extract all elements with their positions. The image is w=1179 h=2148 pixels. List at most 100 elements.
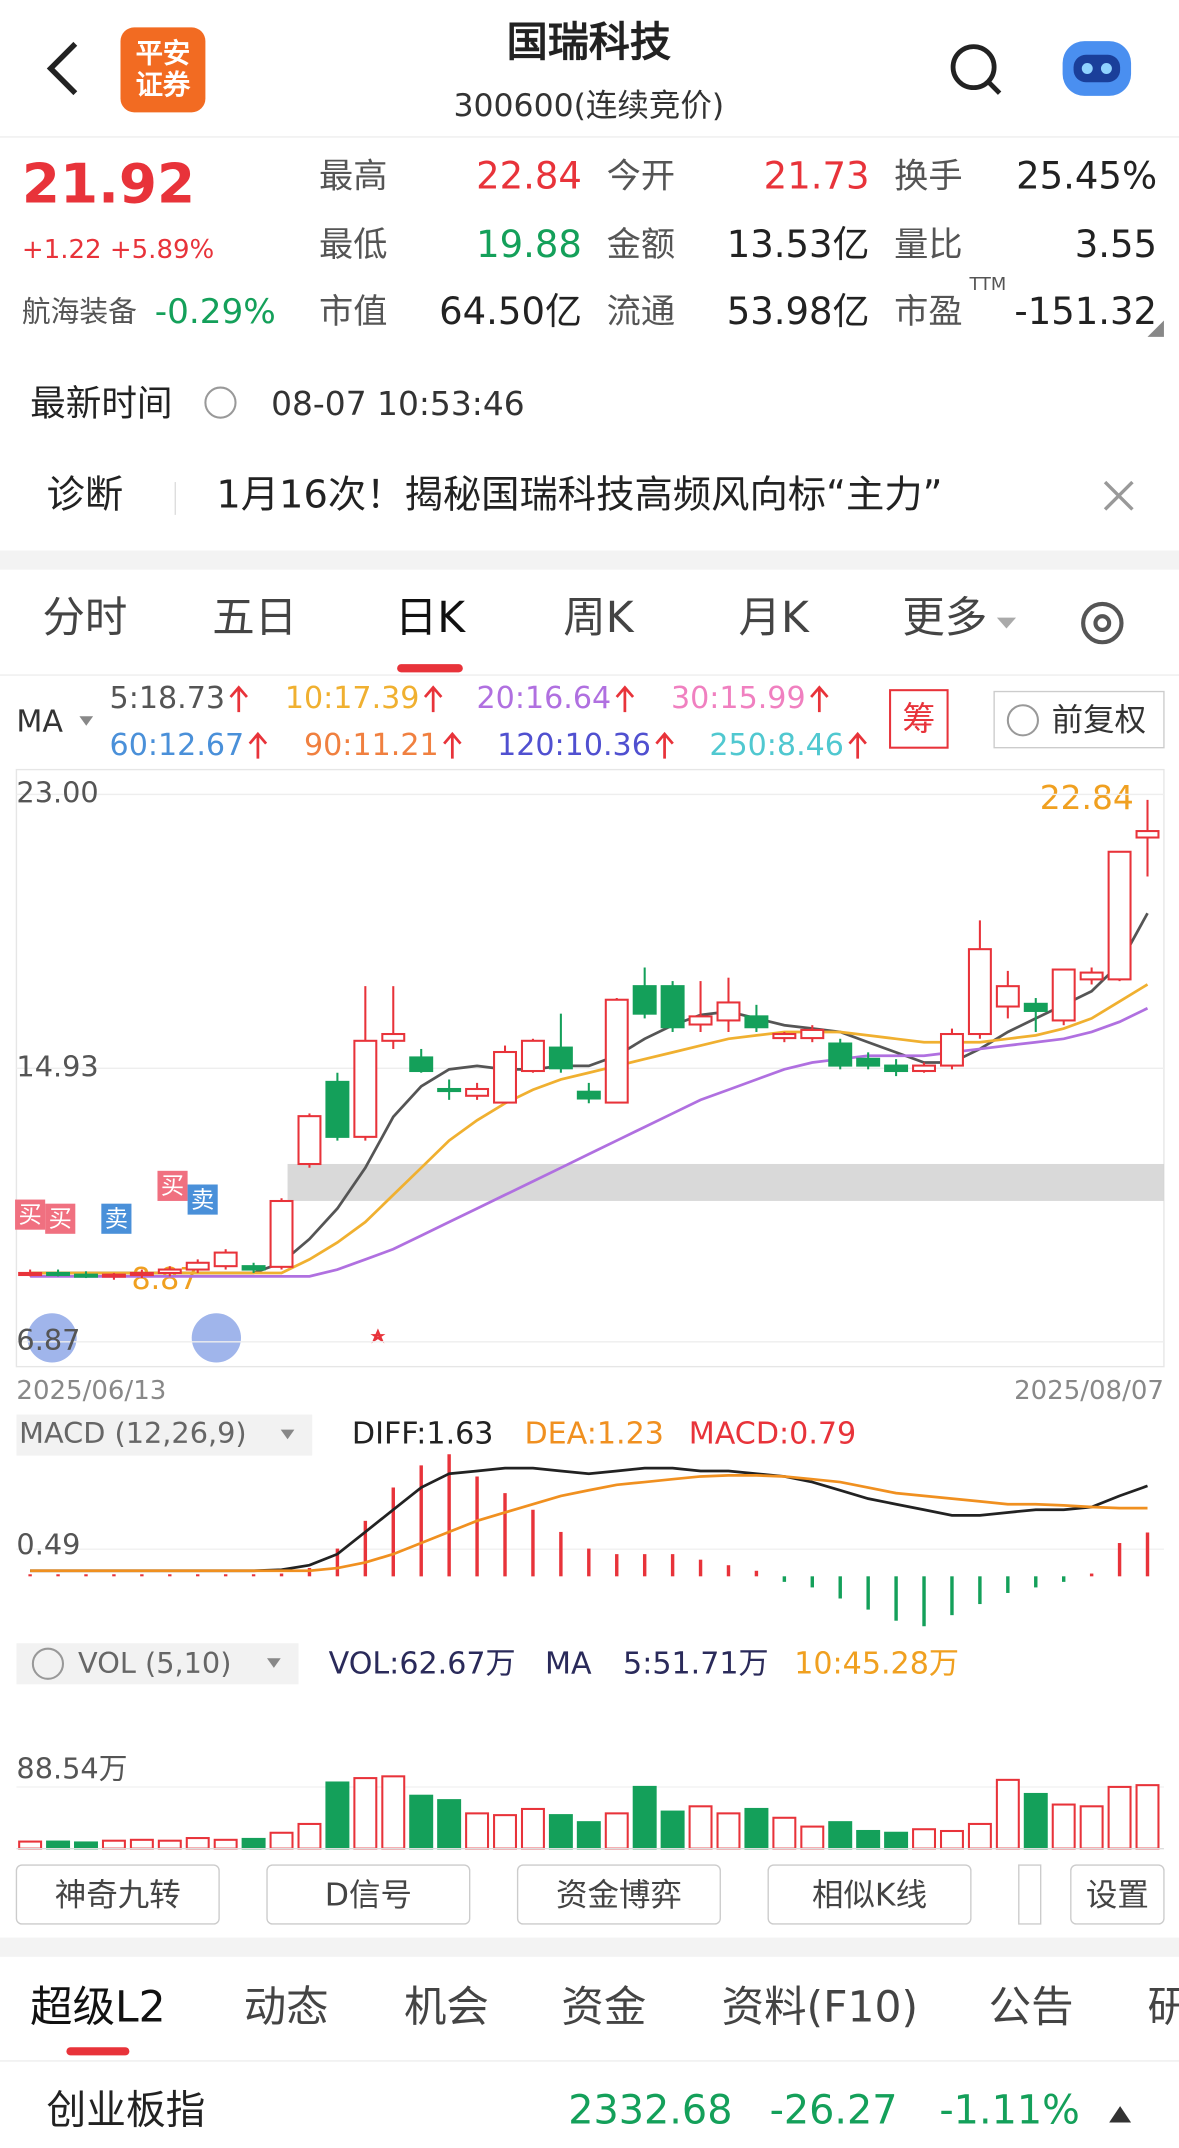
- tool-button[interactable]: [1070, 1864, 1165, 1925]
- candle-body: [353, 1039, 378, 1138]
- chip-label: 筹: [902, 699, 935, 738]
- y-tick-label: 88.54万: [16, 1752, 127, 1786]
- logo-text: 平安: [136, 38, 191, 69]
- back-button[interactable]: [46, 41, 78, 96]
- candle-body: [74, 1273, 98, 1278]
- info-tab[interactable]: 资料(F10): [722, 1984, 918, 2033]
- candle-body: [157, 1268, 182, 1274]
- close-button[interactable]: [1103, 480, 1134, 511]
- volume-bar: [325, 1781, 350, 1850]
- signal-badge[interactable]: [187, 1184, 218, 1215]
- vol-ma10-label: 10:45.28万: [794, 1647, 959, 1682]
- signal-badge[interactable]: [101, 1203, 132, 1234]
- volume-bar: [744, 1807, 769, 1850]
- period-tab[interactable]: 月K: [739, 594, 810, 643]
- logo: [120, 27, 206, 113]
- y-tick-label: 0.49: [16, 1527, 80, 1561]
- signal-badge[interactable]: [45, 1203, 76, 1234]
- volume-bar: [660, 1810, 685, 1850]
- stat-label: 量比: [894, 225, 962, 265]
- diagnosis-text[interactable]: 1月16次！揭秘国瑞科技高频风向标“主力”: [216, 473, 942, 518]
- macd-header[interactable]: [16, 1414, 313, 1456]
- stat-label: 换手: [894, 157, 962, 197]
- volume-bar: [716, 1812, 741, 1850]
- sector-change: -0.29%: [155, 292, 276, 332]
- event-star[interactable]: [370, 1328, 386, 1344]
- stat-value: 19.88: [476, 223, 582, 266]
- candle-body: [46, 1271, 71, 1277]
- candle-body: [744, 1015, 769, 1029]
- info-icon: [31, 1647, 65, 1680]
- volume-bar: [493, 1814, 517, 1850]
- candle-body: [548, 1046, 573, 1070]
- tool-button[interactable]: [516, 1864, 721, 1925]
- volume-bar: [213, 1838, 238, 1850]
- search-button[interactable]: [950, 44, 1002, 95]
- candle-body: [269, 1199, 294, 1268]
- candle-body: [1135, 830, 1160, 839]
- tool-button[interactable]: [15, 1864, 220, 1925]
- info-tab[interactable]: 超级L2: [30, 1984, 166, 2033]
- candle-body: [632, 985, 657, 1015]
- vol-title: VOL (5,10): [78, 1646, 231, 1680]
- period-tab[interactable]: 五日: [212, 594, 297, 643]
- volume-bar: [241, 1837, 266, 1850]
- candle-body: [1107, 850, 1132, 981]
- stat-value: -151.32: [1014, 290, 1157, 333]
- candle-body: [241, 1265, 266, 1271]
- period-tab[interactable]: 日K: [395, 594, 466, 643]
- volume-bar: [688, 1805, 713, 1850]
- info-tab[interactable]: 动态: [244, 1984, 329, 2033]
- stat-label: 最低: [319, 225, 387, 265]
- period-tab[interactable]: 更多: [902, 594, 987, 643]
- stat-label: 市盈: [894, 292, 962, 332]
- stock-name: 国瑞科技: [507, 18, 671, 66]
- up-arrow: [423, 685, 443, 713]
- adjust-button[interactable]: [993, 690, 1165, 749]
- y-tick-label: 6.87: [16, 1323, 80, 1357]
- period-tab[interactable]: 周K: [563, 594, 634, 643]
- info-icon[interactable]: [204, 386, 237, 419]
- signal-badge[interactable]: [157, 1170, 188, 1201]
- candle-body: [912, 1064, 937, 1073]
- stat-value: 3.55: [1075, 223, 1157, 266]
- candle-body: [939, 1032, 964, 1067]
- up-arrow: [615, 685, 635, 713]
- ma-value: 10:17.39: [285, 681, 420, 716]
- pe-suffix: TTM: [968, 274, 1006, 295]
- stat-label: 金额: [607, 225, 675, 265]
- volume-bar: [437, 1799, 462, 1850]
- chip-button[interactable]: [889, 689, 949, 749]
- settings-button[interactable]: [1081, 601, 1124, 645]
- signal-badge[interactable]: [15, 1199, 46, 1230]
- macd-title: MACD (12,26,9): [19, 1416, 247, 1450]
- robot-icon: [1081, 63, 1093, 74]
- period-tab[interactable]: 分时: [42, 594, 127, 643]
- info-tab[interactable]: 公告: [989, 1984, 1074, 2033]
- info-tab[interactable]: 资金: [561, 1984, 646, 2033]
- candle-body: [101, 1273, 126, 1278]
- tool-button[interactable]: [767, 1864, 972, 1925]
- price-change: +1.22 +5.89%: [22, 235, 214, 265]
- high-label: 22.84: [1040, 778, 1134, 817]
- volume-bar: [884, 1831, 909, 1850]
- info-tab[interactable]: 研: [1148, 1984, 1179, 2033]
- candle-body: [381, 1032, 406, 1042]
- up-arrow: [810, 685, 829, 713]
- volume-bar: [1135, 1784, 1160, 1850]
- expand-arrow[interactable]: [1109, 2106, 1132, 2123]
- fullscreen-button[interactable]: [191, 1313, 242, 1363]
- volume-bar: [772, 1816, 797, 1850]
- tool-button[interactable]: [1018, 1864, 1042, 1925]
- volume-bar: [632, 1785, 657, 1850]
- candle-body: [213, 1251, 238, 1268]
- scroll-button[interactable]: [27, 1313, 77, 1363]
- info-tab[interactable]: 机会: [404, 1984, 489, 2033]
- ma-title[interactable]: MA: [16, 705, 63, 740]
- candle-body: [1023, 1002, 1048, 1012]
- candle-body: [297, 1115, 322, 1166]
- tool-button[interactable]: [266, 1864, 471, 1925]
- index-value: 2332.68: [568, 2087, 732, 2133]
- candle-body: [325, 1080, 350, 1138]
- assistant-button[interactable]: [1062, 41, 1132, 96]
